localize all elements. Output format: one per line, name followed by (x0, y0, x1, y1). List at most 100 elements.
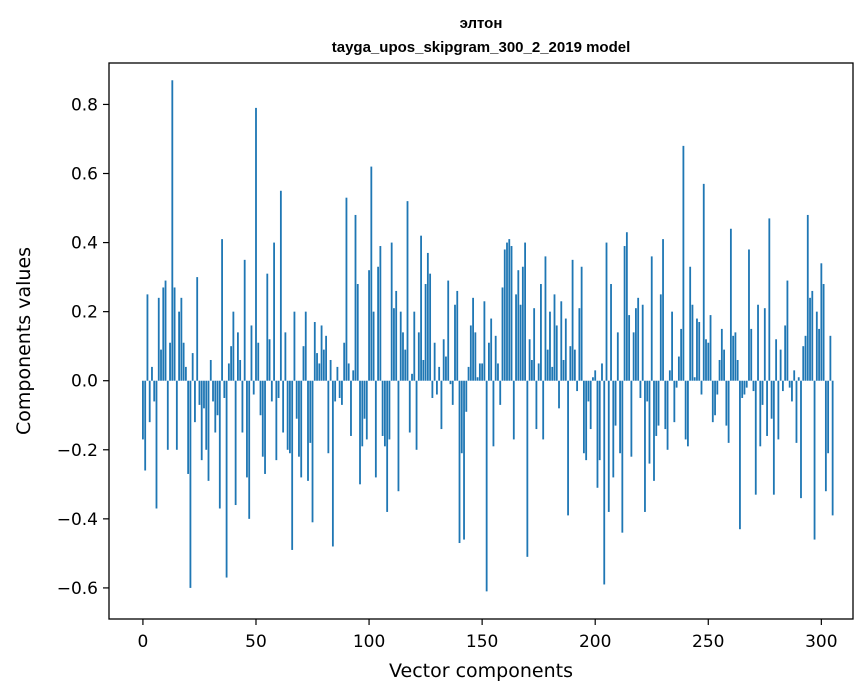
bar (752, 380, 755, 392)
bar (289, 380, 291, 454)
bar (653, 380, 655, 481)
bar (822, 284, 825, 381)
bar (196, 277, 199, 381)
bar (616, 332, 619, 381)
bar (558, 380, 560, 409)
bar (279, 190, 282, 381)
bar (666, 380, 669, 450)
y-tick-label: 0.4 (71, 234, 98, 254)
bar (700, 380, 703, 395)
bar (456, 290, 459, 381)
bar (329, 359, 332, 381)
bar (402, 332, 404, 381)
bar (347, 363, 350, 381)
bar (677, 356, 680, 381)
bar (266, 273, 269, 381)
bar (515, 294, 517, 381)
bar (485, 380, 488, 592)
bar (748, 249, 750, 381)
bar (438, 366, 441, 381)
bar (621, 380, 624, 533)
bar (732, 335, 735, 381)
bar (268, 339, 271, 381)
bar (415, 380, 418, 450)
bar (304, 311, 307, 381)
bar (637, 297, 640, 381)
bar (503, 249, 506, 381)
bar (311, 380, 314, 523)
bar (291, 380, 294, 550)
bar (449, 380, 452, 385)
bar (478, 363, 481, 381)
bar (284, 332, 287, 381)
bar (352, 370, 355, 381)
bar (365, 380, 368, 440)
bar (393, 308, 395, 381)
bar (467, 366, 470, 381)
bar (594, 370, 597, 381)
bar (184, 366, 187, 381)
bar (815, 311, 818, 381)
bar (377, 266, 380, 381)
bar (175, 380, 178, 450)
bar (673, 380, 676, 423)
bar (160, 349, 162, 381)
bar (648, 380, 651, 464)
bar (264, 380, 266, 474)
bar (718, 359, 721, 381)
bar (221, 239, 223, 381)
bar (745, 380, 748, 388)
bar (549, 311, 551, 381)
bar (781, 380, 784, 392)
bar (612, 380, 615, 478)
y-tick-label: −0.6 (57, 579, 98, 599)
bar (517, 270, 520, 381)
bar (601, 363, 603, 381)
bar (200, 380, 203, 461)
bar (325, 335, 327, 381)
bar (205, 380, 208, 450)
bar (510, 246, 513, 381)
bar (526, 380, 529, 557)
bar (535, 380, 538, 430)
bar (671, 311, 673, 381)
bar (203, 380, 205, 409)
bar (431, 380, 434, 398)
bar (386, 380, 389, 512)
bar (497, 363, 499, 381)
bar (709, 315, 712, 381)
bar (603, 380, 606, 585)
bar (820, 263, 823, 381)
bar (331, 380, 334, 547)
bar (379, 246, 382, 381)
bar (488, 342, 490, 381)
bar (232, 311, 235, 381)
bar (650, 256, 653, 381)
bar (827, 380, 830, 454)
bar (655, 380, 658, 436)
bars-group (142, 80, 834, 592)
bar (390, 242, 393, 381)
bar (684, 380, 687, 440)
bar (682, 145, 685, 381)
bar (334, 380, 337, 402)
bar (343, 342, 346, 381)
bar (429, 273, 432, 381)
bar (741, 380, 744, 398)
bar (395, 290, 398, 381)
bar (537, 363, 540, 381)
bar (533, 308, 536, 381)
bar (766, 380, 768, 436)
bar (182, 342, 185, 381)
bar (368, 270, 370, 381)
bar (300, 380, 303, 478)
bar (474, 332, 477, 381)
bar (363, 380, 366, 419)
bar (501, 287, 504, 381)
bar (153, 380, 156, 402)
x-tick-label: 100 (353, 632, 385, 652)
x-tick-label: 0 (138, 632, 149, 652)
bar (727, 380, 730, 443)
y-tick-label: 0.8 (71, 95, 98, 115)
bar (680, 328, 683, 381)
